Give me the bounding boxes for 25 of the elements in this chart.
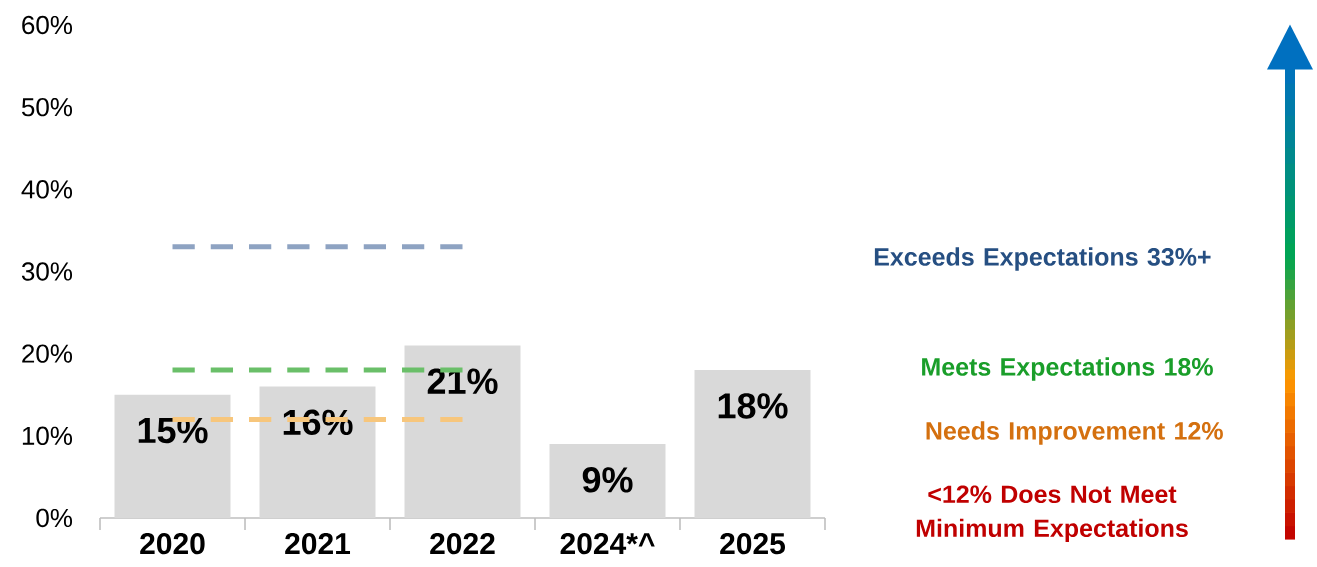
text: Meets Expectations 18% — [922, 357, 1213, 381]
x-tick-label: 2024*^ — [560, 533, 655, 555]
data-label: 15% — [138, 417, 208, 444]
y-tick-label: 60% — [22, 15, 73, 35]
x-tick-label: 2020 — [140, 533, 205, 555]
x-tick-label: 2025 — [720, 533, 786, 555]
bar — [259, 386, 376, 518]
data-label: 9% — [582, 467, 633, 493]
y-tick-label: 50% — [21, 97, 73, 117]
bar — [694, 370, 811, 518]
text: <12% Does Not Meet Minimum Expectations — [916, 485, 1188, 543]
y-tick-label: 10% — [22, 426, 73, 446]
x-tick-label: 2021 — [285, 533, 351, 555]
y-tick-label: 20% — [22, 344, 73, 363]
bar — [114, 394, 231, 518]
text: Needs Improvement 12% — [926, 421, 1223, 445]
x-tick-label: 2022 — [430, 533, 495, 555]
y-tick-label: 0% — [36, 508, 73, 528]
y-tick-label: 30% — [21, 262, 73, 281]
bar — [549, 444, 666, 518]
data-label: 18% — [718, 393, 788, 419]
text: Exceeds Expectations 33%+ — [874, 247, 1211, 271]
y-tick-label: 40% — [21, 180, 73, 199]
bar — [404, 345, 521, 518]
data-label: 21% — [427, 368, 498, 394]
